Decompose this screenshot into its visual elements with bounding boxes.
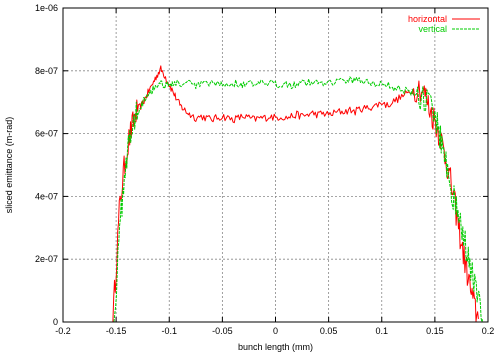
legend-label-vertical: vertical bbox=[418, 24, 447, 34]
x-tick-label: 0.2 bbox=[482, 326, 495, 336]
x-tick-label: -0.15 bbox=[106, 326, 127, 336]
x-tick-label: 0.1 bbox=[375, 326, 388, 336]
chart-ticks: -0.2 -0.15 -0.1 -0.05 0 0.05 0.1 0.15 0.2 0 2e-07 4… bbox=[35, 3, 494, 336]
y-tick-label: 2e-07 bbox=[35, 254, 58, 264]
y-tick-label: 0 bbox=[53, 317, 58, 327]
x-tick-label: -0.2 bbox=[55, 326, 71, 336]
chart-grid bbox=[63, 8, 488, 322]
x-axis-label: bunch length (mm) bbox=[238, 342, 313, 352]
y-tick-label: 6e-07 bbox=[35, 129, 58, 139]
x-tick-label: 0.05 bbox=[320, 326, 338, 336]
x-tick-label: 0.15 bbox=[426, 326, 444, 336]
x-tick-label: -0.05 bbox=[212, 326, 233, 336]
y-tick-label: 1e-06 bbox=[35, 3, 58, 13]
y-axis-label: sliced emittance (m-rad) bbox=[4, 117, 14, 214]
legend-label-horizontal: horizontal bbox=[408, 14, 447, 24]
x-tick-label: 0 bbox=[273, 326, 278, 336]
chart-series-layer bbox=[112, 65, 484, 323]
y-tick-label: 4e-07 bbox=[35, 191, 58, 201]
series-line-horizontal bbox=[112, 65, 479, 323]
y-tick-label: 8e-07 bbox=[35, 66, 58, 76]
x-tick-label: -0.1 bbox=[161, 326, 177, 336]
series-line-vertical bbox=[113, 76, 484, 323]
